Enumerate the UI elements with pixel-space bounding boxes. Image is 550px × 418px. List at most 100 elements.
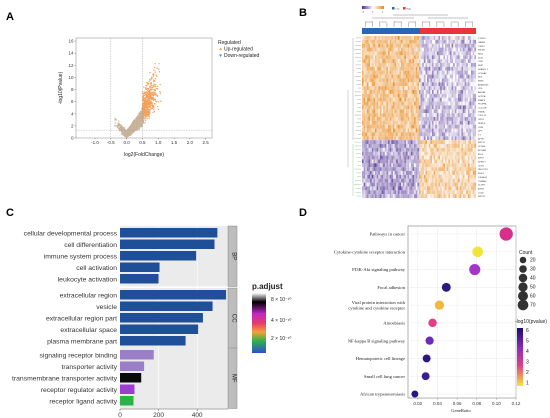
heatmap-cell — [392, 151, 395, 156]
heatmap-cell — [469, 167, 472, 172]
heatmap-cell — [466, 186, 468, 191]
heatmap-cell — [417, 178, 420, 183]
heatmap-cell — [432, 117, 434, 121]
heatmap-cell — [410, 167, 413, 172]
heatmap-cell — [396, 93, 398, 98]
heatmap-cell — [441, 74, 444, 79]
heatmap-cell — [435, 174, 437, 179]
heatmap-cell — [474, 97, 477, 102]
heatmap-cell — [383, 101, 385, 106]
heatmap-cell — [471, 59, 473, 64]
heatmap-cell — [386, 117, 389, 121]
heatmap-cell — [467, 97, 470, 102]
heatmap-cell — [454, 78, 457, 83]
heatmap-cell — [432, 190, 434, 195]
heatmap-cell — [405, 155, 408, 160]
heatmap-cell — [474, 59, 477, 64]
volcano-point — [157, 108, 160, 111]
heatmap-cell — [366, 74, 369, 79]
heatmap-cell — [412, 86, 415, 91]
heatmap-cell — [449, 55, 452, 60]
heatmap-cell — [459, 182, 462, 187]
heatmap-cell — [391, 132, 393, 137]
heatmap-cell — [459, 97, 462, 102]
heatmap-cell — [375, 101, 377, 106]
heatmap-cell — [415, 66, 418, 71]
heatmap-cell — [410, 128, 413, 133]
heatmap-cell — [441, 113, 444, 118]
heatmap-cell — [440, 186, 442, 191]
heatmap-cell — [375, 66, 377, 71]
heatmap-cell — [394, 86, 397, 91]
heatmap-cell — [410, 36, 413, 40]
heatmap-cell — [414, 124, 416, 129]
heatmap-cell — [376, 132, 379, 137]
heatmap-cell — [368, 43, 371, 48]
heatmap-cell — [386, 55, 389, 60]
heatmap-cell — [389, 47, 392, 52]
heatmap-cell — [459, 51, 462, 56]
heatmap-cell — [419, 82, 421, 87]
heatmap-cell — [391, 51, 393, 56]
heatmap-cell — [461, 128, 464, 133]
heatmap-cell — [430, 78, 433, 83]
heatmap-cell — [422, 90, 424, 94]
heatmap-cell — [402, 155, 405, 160]
heatmap-cell — [464, 97, 467, 102]
heatmap-cell — [397, 36, 400, 40]
heatmap-cell — [392, 78, 395, 83]
heatmap-cell — [366, 43, 369, 48]
heatmap-cell — [474, 159, 477, 164]
heatmap-cell — [362, 140, 364, 145]
heatmap-cell — [448, 66, 450, 71]
group-bar-high — [420, 28, 476, 34]
heatmap-cell — [394, 117, 397, 121]
heatmap-cell — [363, 39, 366, 44]
heatmap-cell — [417, 159, 420, 164]
volcano-point — [120, 133, 122, 135]
heatmap-cell — [441, 171, 444, 175]
heatmap-cell — [432, 144, 434, 148]
heatmap-cell — [401, 43, 403, 48]
heatmap-cell — [384, 59, 387, 64]
heatmap-cell — [433, 163, 436, 168]
heatmap-cell — [449, 39, 452, 44]
heatmap-cell — [430, 151, 433, 156]
heatmap-cell — [461, 78, 464, 83]
heatmap-cell — [370, 105, 372, 110]
heatmap-cell — [433, 97, 436, 102]
heatmap-cell — [362, 136, 364, 141]
volcano-point — [143, 86, 145, 89]
heatmap-cell — [422, 55, 424, 60]
heatmap-cell — [453, 70, 455, 75]
heatmap-cell — [401, 82, 403, 87]
heatmap-cell — [384, 86, 387, 91]
heatmap-cell — [454, 167, 457, 172]
heatmap-cell — [414, 144, 416, 148]
heatmap-cell — [407, 97, 410, 102]
heatmap-cell — [392, 59, 395, 64]
heatmap-cell — [414, 90, 416, 94]
heatmap-cell — [435, 36, 437, 40]
heatmap-cell — [454, 132, 457, 137]
heatmap-cell — [405, 182, 408, 187]
heatmap-cell — [449, 109, 452, 114]
heatmap-cell — [366, 63, 369, 67]
heatmap-cell — [472, 140, 475, 145]
heatmap-cell — [412, 93, 415, 98]
heatmap-cell — [381, 159, 384, 164]
heatmap-cell — [404, 51, 407, 56]
heatmap-cell — [448, 63, 450, 67]
heatmap-cell — [404, 159, 407, 164]
heatmap-cell — [420, 151, 423, 156]
heatmap-cell — [394, 113, 397, 118]
heatmap-cell — [448, 128, 450, 133]
heatmap-cell — [397, 151, 400, 156]
volcano-point — [125, 134, 128, 136]
heatmap-cell — [383, 93, 385, 98]
heatmap-cell — [365, 151, 367, 156]
heatmap-cell — [388, 36, 390, 40]
heatmap-cell — [464, 140, 467, 145]
heatmap-gene-label: TIMP3 — [478, 46, 485, 48]
